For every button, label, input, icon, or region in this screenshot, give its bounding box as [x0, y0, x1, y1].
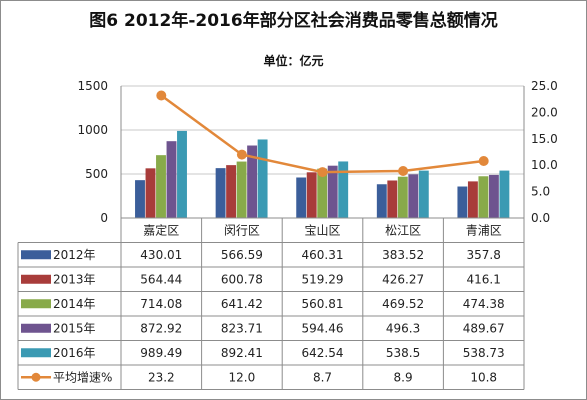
data-cell: 600.78: [221, 272, 263, 286]
bar: [387, 180, 398, 218]
gridlines: [120, 85, 525, 218]
line-series: [156, 90, 489, 178]
data-cell: 872.92: [140, 321, 182, 335]
data-cell: 357.8: [467, 248, 501, 262]
right-tick-label: 15.0: [531, 132, 558, 146]
growth-point: [317, 167, 328, 178]
legend-swatch: [21, 348, 51, 358]
data-cell: 474.38: [463, 297, 505, 311]
bar: [166, 141, 177, 218]
legend-label: 2016年: [53, 346, 96, 360]
bar: [215, 168, 226, 218]
data-cell: 8.7: [313, 370, 332, 384]
bar: [306, 172, 317, 218]
legend-swatch: [21, 323, 51, 333]
data-cell: 383.52: [382, 248, 424, 262]
bar: [418, 170, 429, 218]
category-label: 嘉定区: [143, 222, 179, 237]
unit-label: 单位：亿元: [263, 54, 324, 68]
left-tick-label: 500: [85, 167, 108, 181]
right-axis-ticks: 0.0 5.0 10.0 15.0 20.0 25.0: [531, 79, 558, 225]
bar: [397, 176, 408, 218]
bar: [226, 165, 237, 218]
data-cell: 416.1: [467, 272, 501, 286]
data-cell: 823.71: [221, 321, 263, 335]
data-cell: 426.27: [382, 272, 424, 286]
legend-label: 2012年: [53, 248, 96, 262]
data-cell: 560.81: [302, 297, 344, 311]
legend-swatch: [21, 250, 51, 260]
bar: [338, 161, 349, 218]
bar: [467, 181, 478, 218]
right-tick-label: 5.0: [531, 185, 550, 199]
category-label: 松江区: [385, 223, 421, 237]
data-table: 嘉定区 闵行区 宝山区 松江区 青浦区 2012年 430.01 566.59 460.31 38…: [17, 217, 525, 390]
data-cell: 519.29: [302, 272, 344, 286]
data-cell: 496.3: [386, 321, 420, 335]
category-label: 青浦区: [466, 223, 502, 237]
data-cell: 714.08: [140, 297, 182, 311]
bar: [478, 176, 489, 218]
data-cell: 564.44: [140, 272, 182, 286]
data-cell: 566.59: [221, 248, 263, 262]
bar: [135, 180, 145, 218]
bar: [296, 177, 307, 218]
legend-marker: [31, 372, 41, 382]
bar: [408, 174, 419, 218]
bar: [247, 145, 258, 218]
growth-point: [156, 90, 167, 101]
bar: [488, 174, 499, 218]
data-cell: 641.42: [221, 297, 263, 311]
right-tick-label: 25.0: [531, 79, 558, 93]
growth-point: [478, 155, 489, 166]
data-cell: 892.41: [221, 346, 263, 360]
data-cell: 989.49: [140, 346, 182, 360]
bar: [327, 165, 338, 218]
legend-label: 2015年: [53, 321, 96, 335]
data-cell: 10.8: [470, 370, 497, 384]
bar: [257, 139, 268, 218]
data-cell: 430.01: [140, 248, 182, 262]
legend-label: 平均增速%: [53, 370, 112, 384]
category-label: 闵行区: [224, 222, 260, 237]
bar: [236, 161, 247, 218]
left-tick-label: 1000: [77, 123, 108, 137]
data-cell: 594.46: [302, 321, 344, 335]
data-cell: 8.9: [394, 370, 413, 384]
legend-label: 2013年: [53, 272, 96, 286]
legend-swatch: [21, 299, 51, 309]
bar: [317, 168, 328, 218]
data-cell: 460.31: [302, 248, 344, 262]
bar: [145, 168, 156, 218]
bar: [156, 155, 166, 218]
bar: [177, 130, 187, 218]
right-tick-label: 20.0: [531, 105, 558, 119]
growth-point: [398, 166, 409, 177]
left-tick-label: 1500: [77, 79, 108, 93]
growth-line: [160, 94, 484, 174]
data-cell: 642.54: [302, 346, 344, 360]
right-tick-label: 10.0: [531, 158, 558, 172]
chart-title: 图6 2012年-2016年部分区社会消费品零售总额情况: [89, 11, 498, 31]
left-tick-label: 0: [100, 211, 108, 225]
right-tick-label: 0.0: [531, 211, 550, 225]
bar: [457, 186, 468, 218]
data-cell: 12.0: [229, 370, 256, 384]
data-cell: 489.67: [463, 321, 505, 335]
bar: [376, 184, 387, 218]
left-axis-ticks: 0 500 1000 1500: [77, 79, 108, 225]
data-cell: 23.2: [148, 370, 175, 384]
bar: [499, 170, 510, 218]
legend-label: 2014年: [53, 297, 96, 311]
data-cell: 538.73: [463, 346, 505, 360]
data-cell: 538.5: [386, 346, 420, 360]
category-label: 宝山区: [304, 223, 340, 237]
growth-point: [236, 149, 247, 160]
legend-swatch: [21, 274, 51, 284]
bars: [135, 130, 510, 218]
data-cell: 469.52: [382, 297, 424, 311]
